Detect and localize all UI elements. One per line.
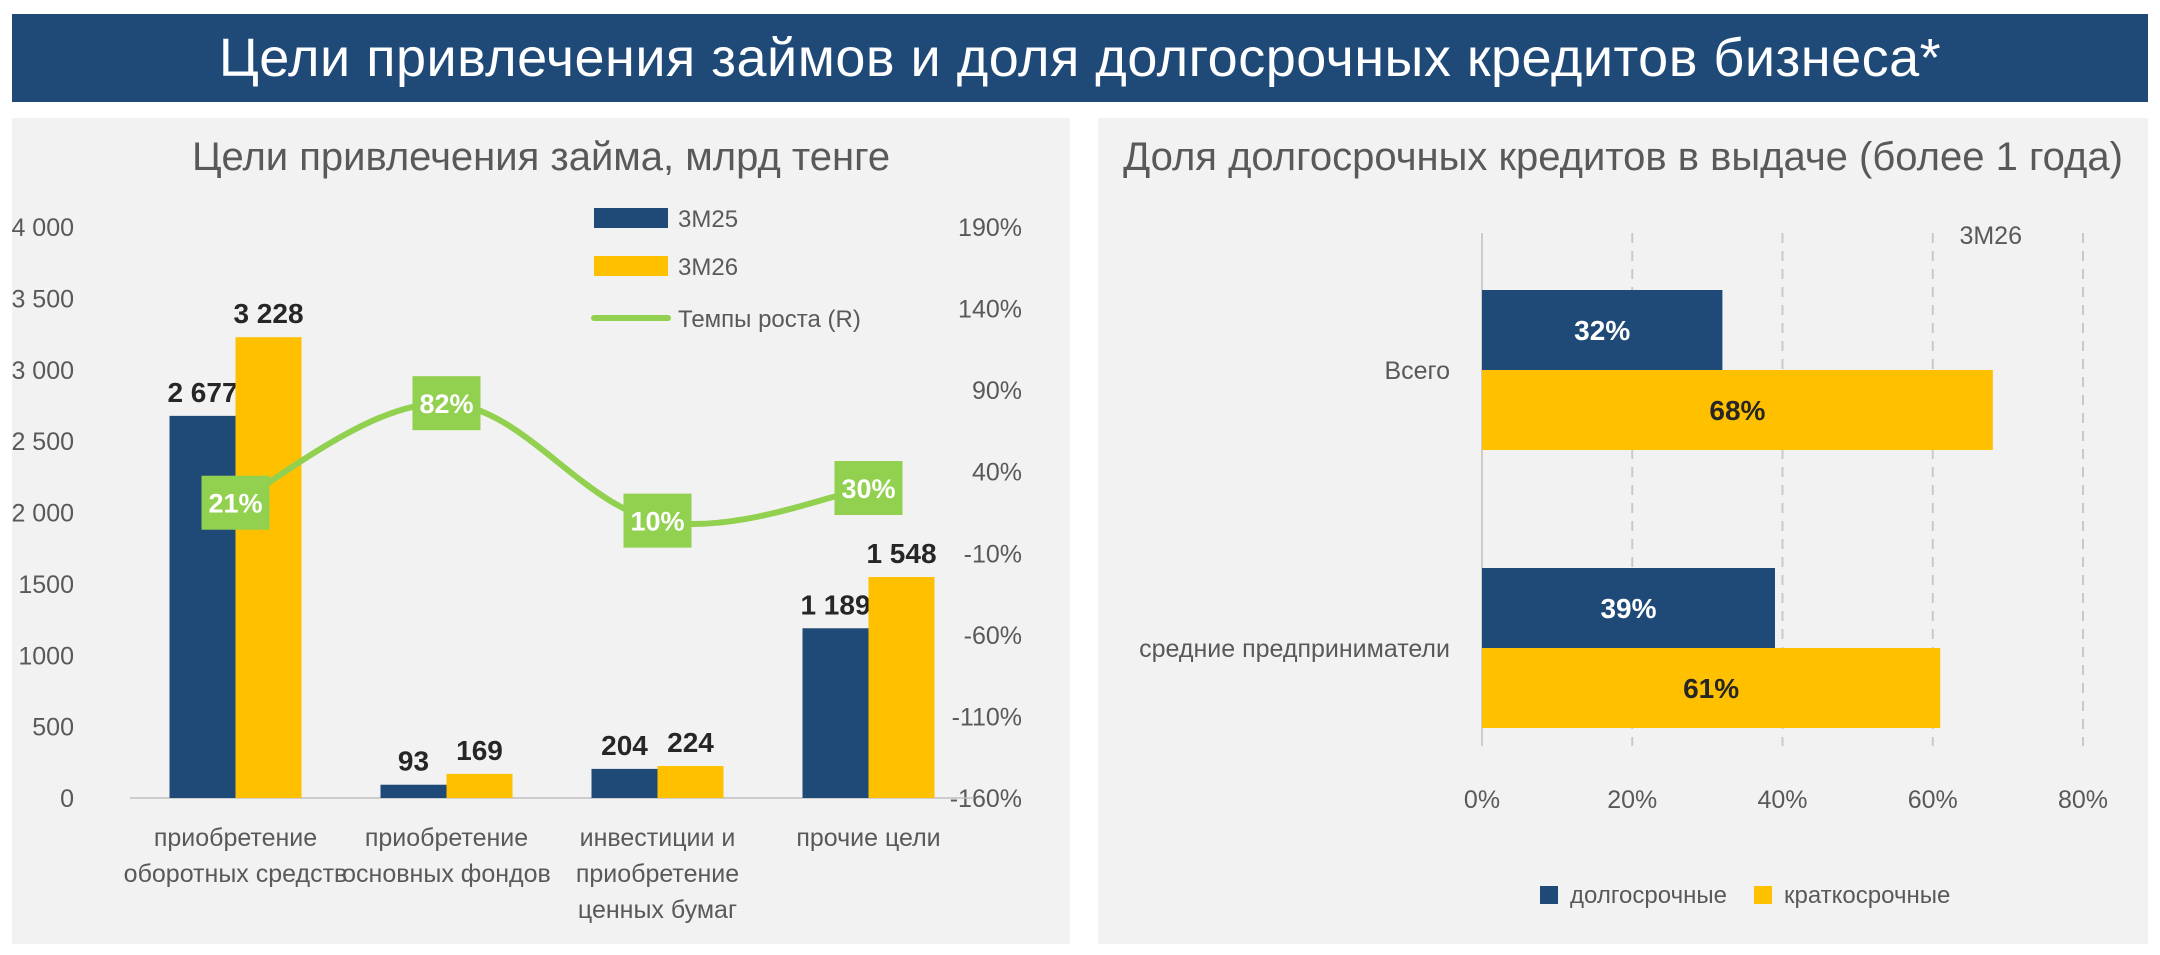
x-category-label: приобретение [154,824,317,852]
y-category-label: Всего [1384,357,1450,385]
bar-series2 [235,337,302,798]
y2-tick-label: 140% [958,296,1022,324]
y2-tick-label: 40% [972,459,1022,487]
bar-series1 [802,628,869,798]
left-chart-panel: Цели привлечения займа, млрд тенге 0 500 10… [11,118,1070,944]
legend-label: Темпы роста (R) [678,306,861,333]
y-tick-label: 500 [32,714,74,742]
bar-short-term [1482,370,1993,450]
bar-value-label: 224 [667,727,714,758]
growth-rate-line [232,400,872,527]
x-category-label: основных фондов [342,860,551,888]
long-term-share-chart: Доля долгосрочных кредитов в выдаче (бол… [1123,135,2123,909]
legend-label: долгосрочные [1570,882,1727,909]
y-tick-label: 4 000 [11,214,74,242]
x-tick-label: 0% [1464,786,1500,814]
period-annotation: 3М26 [1959,222,2022,250]
x-category-label: инвестиции и [580,824,736,852]
bar-series1 [169,415,236,798]
x-category-label: ценных бумаг [578,896,737,924]
bar-value-label: 1 548 [866,538,936,569]
bar-value-label: 32% [1574,315,1630,346]
growth-rate-marker [623,493,692,548]
x-tick-label: 20% [1607,786,1657,814]
purpose-bar-chart: Цели привлечения займа, млрд тенге 0 500 10… [11,135,1022,924]
bar-series2 [446,773,513,798]
x-tick-label: 60% [1908,786,1958,814]
growth-rate-label: 10% [630,507,684,537]
bar-short-term [1482,648,1941,728]
y-tick-label: 2 000 [11,500,74,528]
legend-swatch [594,256,668,276]
x-tick-label: 80% [2058,786,2108,814]
growth-rate-label: 30% [841,474,895,504]
legend-label: 3М25 [678,206,738,233]
y2-tick-label: 190% [958,214,1022,242]
x-category-label: оборотных средств [124,860,348,888]
y-tick-label: 1000 [18,642,74,670]
x-tick-label: 40% [1757,786,1807,814]
y-category-label: средние предприниматели [1139,635,1450,663]
x-category-label: приобретение [365,824,528,852]
bar-value-label: 3 228 [233,298,303,329]
bar-long-term [1482,568,1775,648]
growth-rate-label: 21% [208,489,262,519]
bar-value-label: 204 [601,730,648,761]
bar-series1 [380,784,447,798]
growth-rate-marker [412,376,481,431]
bar-series2 [657,766,724,798]
page-title: Цели привлечения займов и доля долгосроч… [218,28,1942,88]
y-tick-label: 2 500 [11,428,74,456]
growth-rate-marker [834,461,903,516]
legend-swatch [594,208,668,228]
bar-value-label: 2 677 [167,377,237,408]
y2-tick-label: -60% [964,622,1022,650]
bar-value-label: 1 189 [800,589,870,620]
bar-value-label: 93 [398,746,429,777]
growth-rate-marker [201,475,270,530]
bar-series1 [591,768,658,798]
right-chart-panel: Доля долгосрочных кредитов в выдаче (бол… [1098,118,2148,944]
bar-value-label: 169 [456,735,503,766]
chart-title: Цели привлечения займа, млрд тенге [192,135,890,179]
bar-value-label: 61% [1683,673,1739,704]
y2-tick-label: -160% [950,785,1022,813]
y-tick-label: 3 500 [11,285,74,313]
y2-tick-label: -110% [952,703,1022,731]
y-tick-label: 1500 [18,571,74,599]
legend-label: краткосрочные [1784,882,1950,909]
bar-series2 [868,577,935,798]
legend-label: 3М26 [678,254,738,281]
page-title-banner: Цели привлечения займов и доля долгосроч… [12,14,2148,102]
y2-tick-label: 90% [972,377,1022,405]
y2-tick-label: -10% [964,540,1022,568]
bar-long-term [1482,290,1723,370]
bar-value-label: 39% [1600,593,1656,624]
y-tick-label: 0 [60,785,74,813]
y-tick-label: 3 000 [11,357,74,385]
legend-swatch [1754,886,1772,904]
legend-swatch [1540,886,1558,904]
growth-rate-label: 82% [419,389,473,419]
bar-value-label: 68% [1709,395,1765,426]
x-category-label: прочие цели [796,824,940,852]
x-category-label: приобретение [576,860,739,888]
chart-title: Доля долгосрочных кредитов в выдаче (бол… [1123,135,2123,179]
